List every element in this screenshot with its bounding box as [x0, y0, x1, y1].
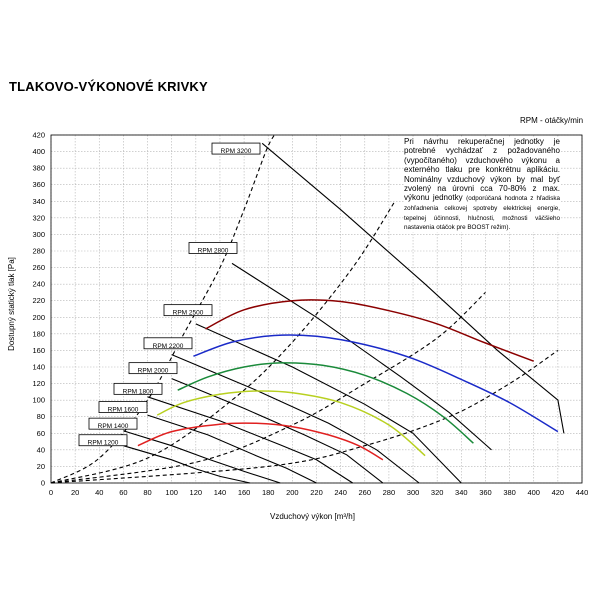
x-tick-label: 340	[455, 488, 468, 497]
y-tick-label: 40	[37, 445, 45, 454]
x-tick-label: 260	[359, 488, 372, 497]
page-title: TLAKOVO-VÝKONOVÉ KRIVKY	[9, 79, 208, 94]
system-curve	[50, 134, 275, 484]
x-tick-label: 220	[310, 488, 323, 497]
x-tick-label: 360	[479, 488, 492, 497]
fan-curve	[171, 354, 420, 484]
recommendation-note: Pri návrhu rekuperačnej jednotky je potr…	[404, 137, 560, 232]
system-curve	[50, 349, 559, 484]
x-tick-label: 120	[190, 488, 203, 497]
note-main-text: Pri návrhu rekuperačnej jednotky je potr…	[404, 137, 560, 203]
system-curve	[50, 291, 486, 484]
system-curve	[50, 201, 396, 484]
y-tick-label: 360	[32, 180, 45, 189]
y-tick-label: 400	[32, 147, 45, 156]
efficiency-curve	[193, 334, 559, 433]
fan-curve	[231, 262, 492, 451]
x-tick-label: 300	[407, 488, 420, 497]
rpm-label-box	[128, 362, 178, 375]
x-tick-label: 160	[238, 488, 251, 497]
x-tick-label: 100	[165, 488, 178, 497]
x-tick-label: 320	[431, 488, 444, 497]
y-tick-label: 200	[32, 313, 45, 322]
rpm-label: RPM 3200	[221, 148, 252, 155]
y-tick-label: 340	[32, 197, 45, 206]
y-tick-label: 240	[32, 280, 45, 289]
efficiency-curve	[137, 422, 384, 461]
x-tick-label: 240	[334, 488, 347, 497]
y-tick-label: 20	[37, 462, 45, 471]
x-tick-label: 20	[71, 488, 79, 497]
y-tick-label: 280	[32, 247, 45, 256]
x-tick-label: 60	[119, 488, 127, 497]
x-tick-label: 140	[214, 488, 227, 497]
y-tick-label: 80	[37, 412, 45, 421]
y-tick-label: 60	[37, 429, 45, 438]
x-tick-label: 420	[552, 488, 565, 497]
y-tick-label: 140	[32, 363, 45, 372]
rpm-label-box	[211, 142, 261, 155]
efficiency-curve	[177, 362, 474, 444]
rpm-label-box	[163, 304, 213, 317]
note-small-text: (odporúčaná hodnota z hľadiska zohľadnen…	[404, 195, 560, 232]
x-tick-label: 180	[262, 488, 275, 497]
x-tick-label: 400	[527, 488, 540, 497]
y-tick-label: 320	[32, 213, 45, 222]
rpm-label: RPM 2500	[173, 310, 204, 317]
x-axis-label: Vzduchový výkon [m³/h]	[270, 512, 355, 521]
y-tick-label: 0	[41, 479, 45, 488]
rpm-label: RPM 1600	[108, 407, 139, 414]
y-tick-label: 160	[32, 346, 45, 355]
rpm-label-box	[88, 417, 138, 430]
y-tick-label: 100	[32, 396, 45, 405]
fan-curve	[123, 430, 281, 484]
rpm-label: RPM 1800	[123, 388, 154, 395]
rpm-label: RPM 2000	[138, 368, 169, 375]
efficiency-curve	[156, 390, 426, 457]
y-tick-label: 260	[32, 263, 45, 272]
y-tick-label: 420	[32, 131, 45, 140]
x-tick-label: 200	[286, 488, 299, 497]
x-tick-label: 440	[576, 488, 589, 497]
y-tick-label: 180	[32, 329, 45, 338]
fan-curve	[123, 445, 251, 484]
rpm-label-box	[98, 401, 148, 413]
fan-curve	[147, 396, 353, 484]
fan-curve	[195, 323, 462, 484]
rpm-label-box	[143, 337, 193, 350]
rpm-label: RPM 1400	[98, 423, 129, 430]
y-tick-label: 380	[32, 164, 45, 173]
y-axis-label: Dostupný statický tlak [Pa]	[7, 257, 16, 351]
rpm-label: RPM 2200	[153, 343, 184, 350]
y-tick-label: 220	[32, 296, 45, 305]
x-tick-label: 80	[143, 488, 151, 497]
fan-curve	[261, 142, 565, 434]
rpm-label-box	[78, 434, 128, 447]
x-tick-label: 40	[95, 488, 103, 497]
rpm-label-box	[188, 242, 238, 254]
y-tick-label: 120	[32, 379, 45, 388]
rpm-label: RPM 2800	[198, 248, 229, 255]
fan-curve	[171, 378, 384, 484]
efficiency-curve	[205, 299, 534, 362]
rpm-label-box	[113, 382, 163, 395]
rpm-label: RPM 1200	[88, 440, 119, 447]
x-tick-label: 280	[383, 488, 396, 497]
rpm-unit-label: RPM - otáčky/min	[520, 116, 584, 125]
x-tick-label: 380	[503, 488, 516, 497]
y-tick-label: 300	[32, 230, 45, 239]
x-tick-label: 0	[49, 488, 53, 497]
